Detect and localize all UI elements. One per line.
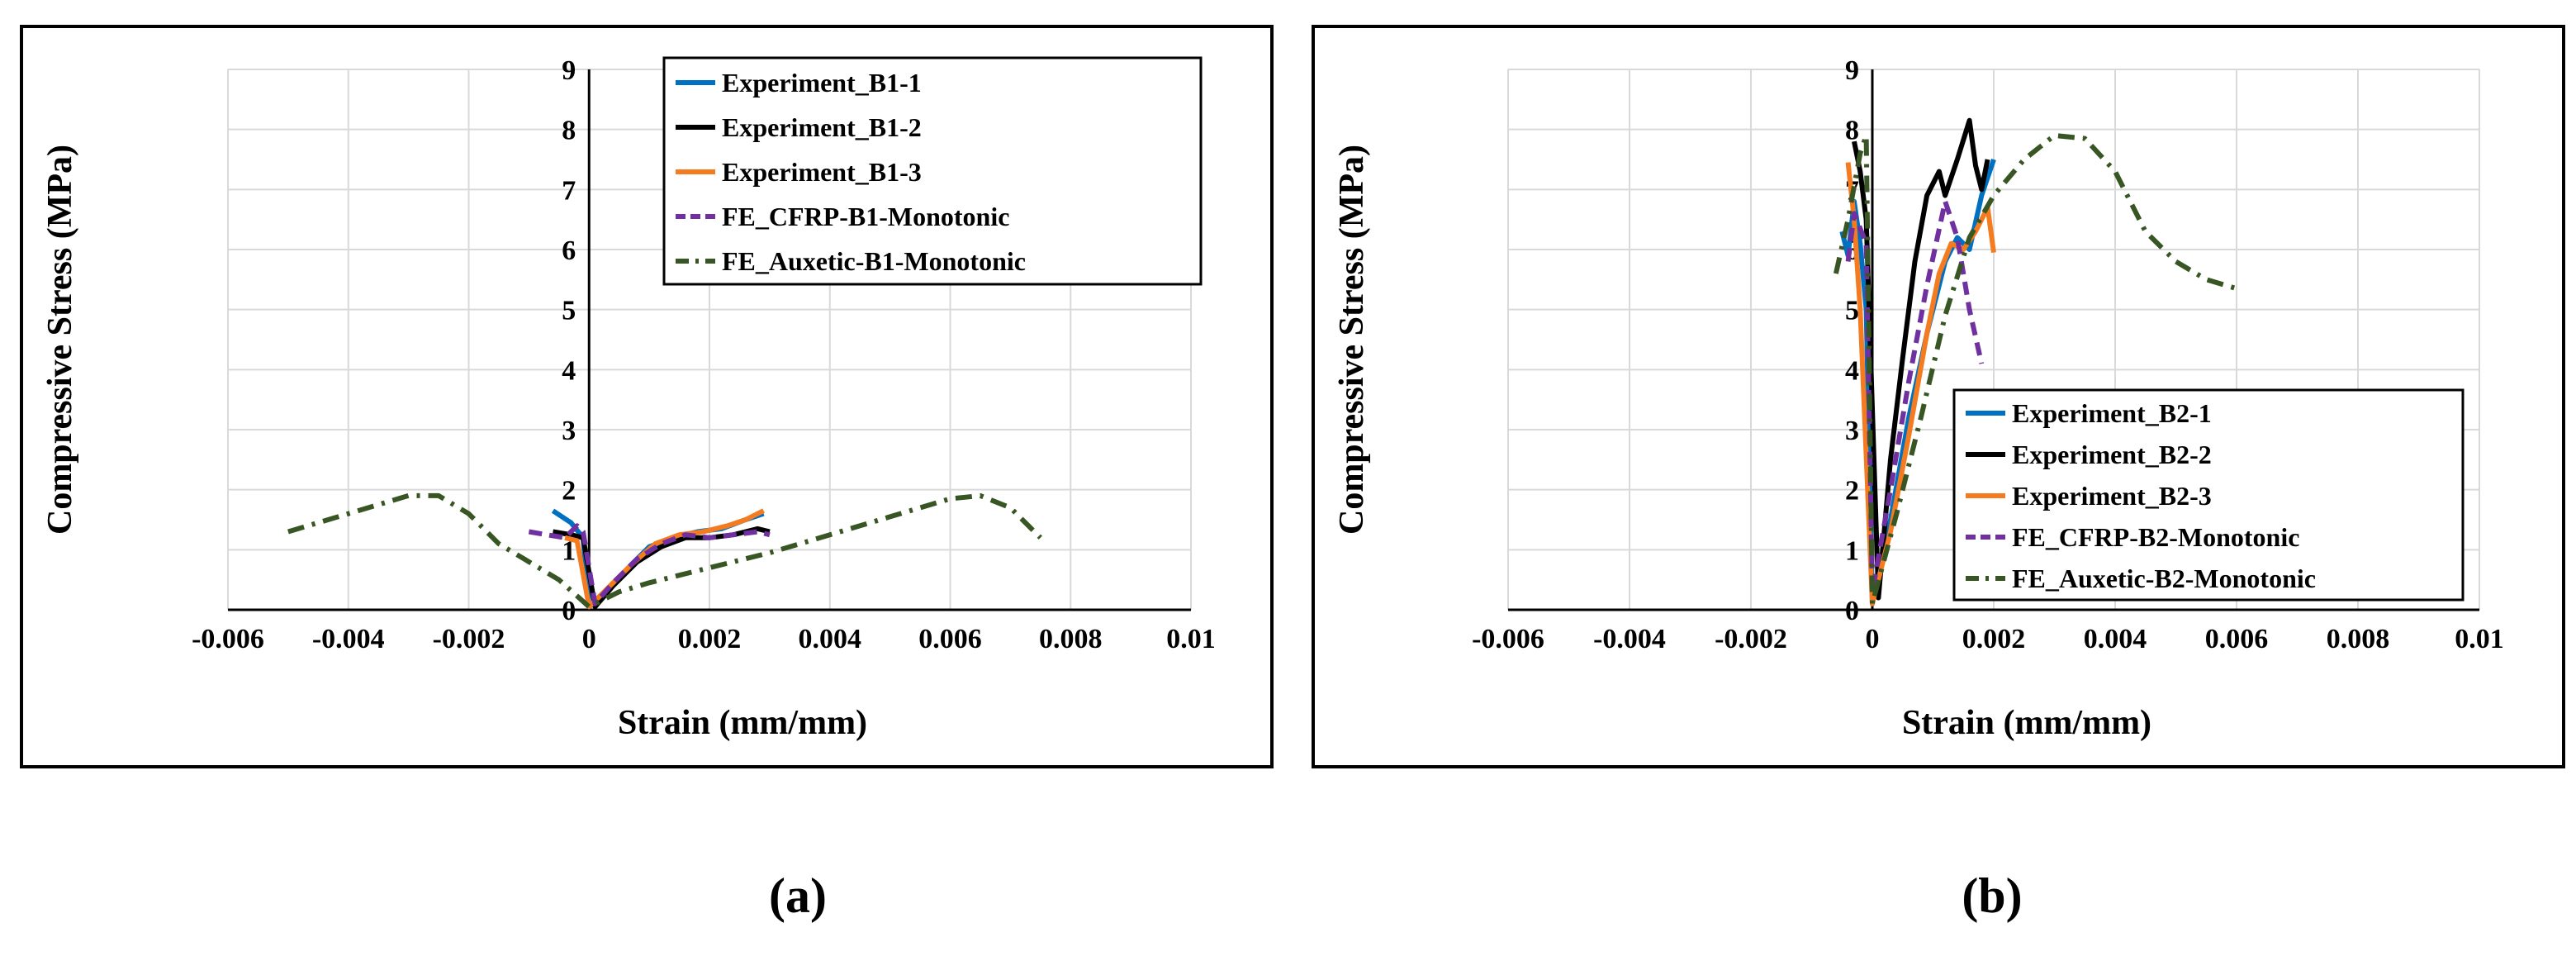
x-tick-label: -0.006 (1472, 624, 1544, 654)
legend-label: Experiment_B1-3 (722, 157, 922, 187)
x-tick-label: -0.004 (1593, 624, 1666, 654)
legend-label: Experiment_B1-2 (722, 112, 922, 142)
series-line-FE_CFRP-B1-Monotonic (528, 523, 771, 606)
y-tick-label: 4 (562, 355, 576, 386)
x-axis-title: Strain (mm/mm) (618, 704, 867, 742)
series-line-Experiment_B1-2 (553, 526, 771, 610)
x-tick-label: 0.006 (2205, 624, 2269, 654)
chart-a-svg: 0 1 2 3 4 5 6 7 8 9 -0.006 -0.004 -0.002 0 0.002 0.004 0… (41, 55, 1216, 742)
x-tick-label: -0.006 (192, 624, 264, 654)
y-tick-label: 2 (1845, 476, 1859, 507)
series-line-FE_Auxetic-B2-Monotonic (1833, 132, 2237, 606)
series-line-FE_CFRP-B2-Monotonic (1845, 198, 1985, 595)
y-tick-label: 0 (1845, 596, 1859, 626)
x-tick-label: -0.002 (433, 624, 505, 654)
legend-label: FE_CFRP-B2-Monotonic (2012, 522, 2299, 552)
legend-box (1952, 388, 2465, 602)
y-axis-title: Compressive Stress (MPa) (41, 145, 79, 535)
y-tick-label: 1 (562, 535, 576, 566)
y-tick-label: 2 (562, 476, 576, 507)
x-tick-label: 0 (582, 624, 596, 654)
legend-label: Experiment_B2-2 (2012, 440, 2212, 469)
chart-panel-a: 0 1 2 3 4 5 6 7 8 9 -0.006 -0.004 -0.002 0 0.002 0.004 0… (20, 25, 1274, 768)
x-tick-label: -0.004 (312, 624, 385, 654)
legend-label: Experiment_B2-1 (2012, 398, 2212, 428)
legend-label: Experiment_B1-1 (722, 68, 922, 98)
legend-box (662, 56, 1203, 286)
x-tick-label: 0.002 (1962, 624, 2026, 654)
series-line-FE_Auxetic-B1-Monotonic (287, 492, 1042, 610)
y-tick-label: 5 (562, 296, 576, 326)
x-tick-label: 0.01 (2455, 624, 2504, 654)
y-tick-label: 1 (1845, 535, 1859, 566)
x-tick-label: 0.004 (2084, 624, 2147, 654)
y-tick-label: 0 (562, 596, 576, 626)
x-tick-label: 0.008 (1039, 624, 1103, 654)
y-tick-label: 8 (1845, 116, 1859, 146)
y-tick-label: 4 (1845, 355, 1859, 386)
legend-label: Experiment_B2-3 (2012, 481, 2212, 511)
y-axis-title: Compressive Stress (MPa) (1333, 145, 1371, 535)
series-line-Experiment_B1-3 (564, 508, 765, 610)
legend-label: FE_CFRP-B1-Monotonic (722, 202, 1009, 231)
y-tick-label: 3 (562, 416, 576, 446)
y-tick-label: 7 (562, 175, 576, 206)
x-tick-label: 0.002 (678, 624, 742, 654)
series-line-Experiment_B2-2 (1852, 117, 1990, 601)
x-tick-label: 0.006 (918, 624, 982, 654)
y-tick-label: 8 (562, 116, 576, 146)
y-tick-label: 6 (562, 235, 576, 266)
x-tick-label: 0 (1866, 624, 1880, 654)
x-axis-title: Strain (mm/mm) (1902, 704, 2151, 742)
panel-label-a: (a) (769, 868, 827, 923)
x-tick-label: 0.004 (799, 624, 862, 654)
y-tick-label: 5 (1845, 296, 1859, 326)
y-tick-label: 9 (562, 55, 576, 86)
chart-panel-b: 0 1 2 3 4 5 6 7 8 9 -0.006 -0.004 -0.002 0 0.002 0.004 0… (1312, 25, 2565, 768)
x-tick-label: -0.002 (1715, 624, 1787, 654)
x-tick-label: 0.01 (1166, 624, 1216, 654)
y-tick-label: 9 (1845, 55, 1859, 86)
x-tick-label: 0.008 (2327, 624, 2390, 654)
y-tick-label: 3 (1845, 416, 1859, 446)
legend-label: FE_Auxetic-B2-Monotonic (2012, 564, 2316, 593)
legend-label: FE_Auxetic-B1-Monotonic (722, 246, 1026, 276)
panel-label-b: (b) (1962, 868, 2023, 923)
